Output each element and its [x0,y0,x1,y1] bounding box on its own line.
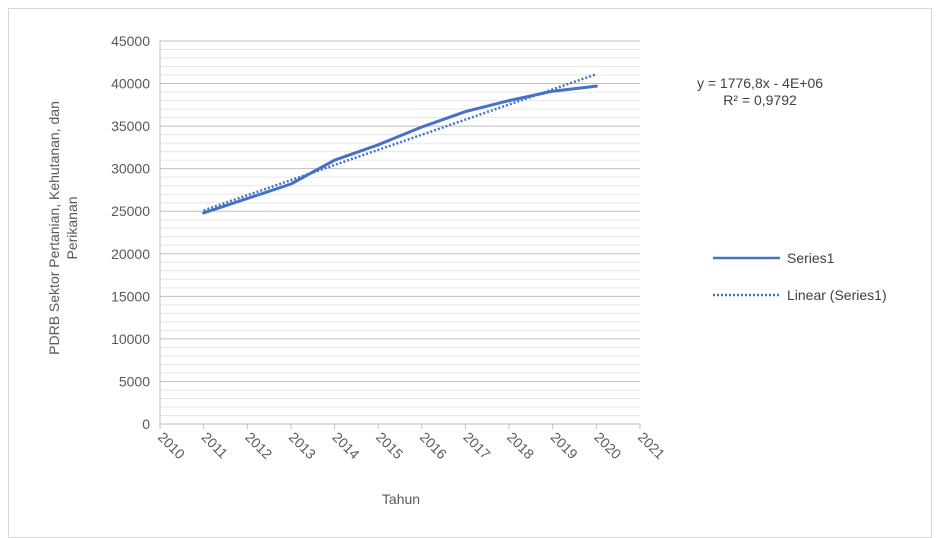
trendline-r-squared: R² = 0,9792 [723,92,797,108]
y-axis-title-line2: Perikanan [64,196,80,259]
x-tick-label: 2018 [504,429,537,462]
y-tick-label: 40000 [111,76,150,92]
x-tick-label: 2011 [199,429,232,462]
x-axis-title: Tahun [382,491,420,507]
y-tick-labels: 0 5000 10000 15000 20000 25000 30000 35000 40000… [111,33,150,432]
x-tick-label: 2016 [417,429,450,462]
chart-frame [8,8,932,538]
legend: Series1 Linear (Series1) [713,250,887,303]
x-tick-label: 2017 [460,429,493,462]
x-tick-label: 2015 [373,429,406,462]
y-tick-label: 15000 [111,288,150,304]
y-tick-label: 10000 [111,331,150,347]
y-tick-label: 30000 [111,161,150,177]
y-tick-label: 45000 [111,33,150,49]
x-tick-labels: 2010 2011 2012 2013 2014 2015 2016 2017 2018 2019… [155,424,668,462]
gridlines [160,40,640,425]
x-tick-label: 2014 [329,429,362,462]
legend-label-linear: Linear (Series1) [787,287,887,303]
x-tick-label: 2012 [242,429,275,462]
y-tick-label: 35000 [111,118,150,134]
x-tick-label: 2010 [155,429,188,462]
x-tick-label: 2021 [635,429,668,462]
x-tick-label: 2019 [548,429,581,462]
x-tick-label: 2013 [286,429,319,462]
trendline-linear [203,73,597,212]
legend-label-series1: Series1 [787,250,835,266]
axes [159,41,640,425]
x-tick-label: 2020 [591,429,624,462]
series-line-series1 [202,84,598,215]
y-tick-label: 0 [142,416,150,432]
y-tick-label: 5000 [119,373,150,389]
trendline-equation: y = 1776,8x - 4E+06 [697,75,823,91]
y-tick-label: 25000 [111,203,150,219]
y-axis-title-line1: PDRB Sektor Pertanian, Kehutanan, dan [46,101,62,355]
y-tick-label: 20000 [111,246,150,262]
series-layer [202,73,598,215]
